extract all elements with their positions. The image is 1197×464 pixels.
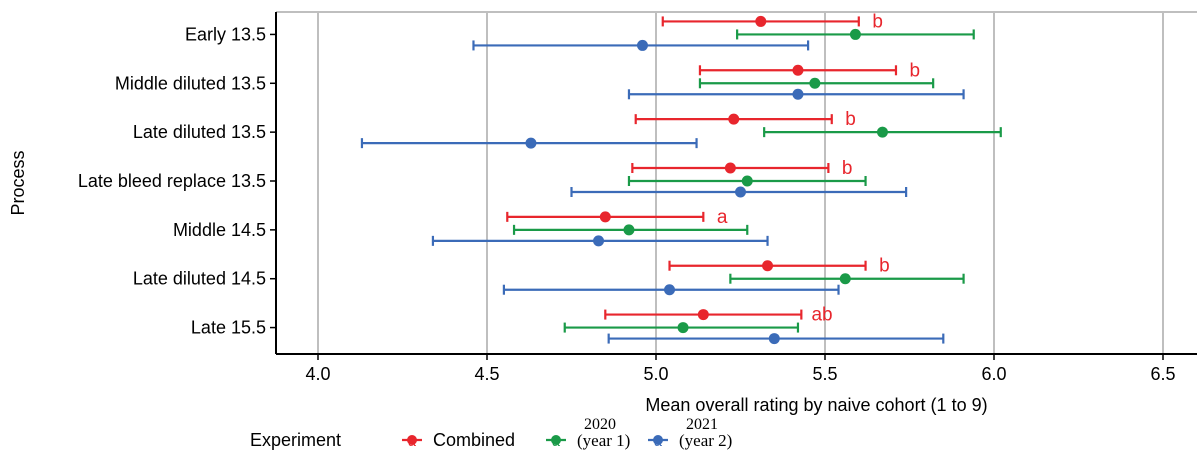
legend-year-2: 2021 — [686, 416, 718, 433]
data-point — [697, 309, 709, 321]
y-axis-label: Process — [8, 150, 28, 215]
x-tick-label: 4.0 — [305, 364, 330, 384]
y-tick-label: Middle 14.5 — [173, 220, 266, 240]
data-point — [677, 322, 689, 334]
errorbar — [627, 88, 965, 100]
errorbar — [634, 113, 833, 125]
significance-letter: b — [879, 256, 890, 277]
legend-key-letter: a — [408, 433, 416, 449]
data-point — [768, 333, 780, 345]
errorbar — [631, 162, 830, 174]
errorbar — [563, 322, 800, 334]
legend-year-1: 2020 — [584, 416, 616, 433]
errorbar — [698, 64, 898, 76]
data-point — [593, 235, 605, 247]
axes: 4.0 4.5 5.0 5.5 6.0 6.5 Early 13.5 Middle dilut… — [78, 12, 1197, 384]
x-tick-label: 4.5 — [474, 364, 499, 384]
errorbar — [604, 309, 803, 321]
data-point — [735, 186, 746, 198]
y-tick-label: Middle diluted 13.5 — [115, 73, 266, 93]
errorbar — [607, 333, 945, 345]
data-point — [728, 113, 740, 125]
errorbar — [512, 224, 749, 236]
errorbar — [502, 284, 840, 296]
data-point — [755, 15, 767, 27]
legend: Experiment 2020 2021 a Combined a (year 1) a… — [250, 416, 732, 450]
errorbar — [431, 235, 769, 247]
legend-key-point — [653, 435, 663, 445]
data-point — [839, 273, 851, 285]
y-tick-label: Late diluted 14.5 — [133, 269, 266, 289]
significance-letter: a — [717, 207, 728, 228]
data-point — [623, 224, 635, 236]
legend-key-letter: a — [552, 433, 560, 449]
data-point — [849, 28, 861, 40]
errorbar — [360, 137, 698, 149]
x-tick-label: 5.5 — [812, 364, 837, 384]
data-point — [525, 137, 537, 149]
data-point — [809, 77, 821, 89]
legend-label: Combined — [433, 430, 515, 450]
x-tick-label: 6.0 — [981, 364, 1006, 384]
data-point — [664, 284, 676, 296]
errorbar — [736, 28, 975, 40]
significance-letter: b — [845, 109, 856, 130]
errorbar — [506, 211, 705, 223]
data-point — [741, 175, 753, 187]
errorbar — [763, 126, 1002, 138]
legend-key-letter: a — [654, 433, 662, 449]
labels: Mean overall rating by naive cohort (1 t… — [8, 150, 988, 415]
data-point — [762, 260, 774, 272]
data-point — [724, 162, 736, 174]
x-tick-label: 6.5 — [1150, 364, 1175, 384]
data-point — [599, 211, 611, 223]
errorbar — [472, 39, 810, 51]
data-point — [876, 126, 888, 138]
errorbar — [661, 15, 860, 27]
legend-label: (year 2) — [679, 431, 732, 450]
legend-key-point — [551, 435, 561, 445]
errorbar — [570, 186, 908, 198]
data-point — [792, 64, 804, 76]
data-point — [636, 39, 648, 51]
grid-lines — [276, 11, 1197, 354]
legend-key-point — [407, 435, 417, 445]
y-tick-label: Late bleed replace 13.5 — [78, 171, 266, 191]
data-point — [792, 88, 804, 100]
significance-letter: b — [910, 60, 921, 81]
errorbar — [698, 77, 935, 89]
significance-letter: ab — [811, 305, 832, 326]
errorbar — [627, 175, 867, 187]
legend-label: (year 1) — [577, 431, 630, 450]
errorbar — [668, 260, 867, 272]
y-tick-label: Late diluted 13.5 — [133, 122, 266, 142]
x-tick-label: 5.0 — [643, 364, 668, 384]
legend-title: Experiment — [250, 430, 341, 450]
errorbar — [729, 273, 965, 285]
y-tick-label: Late 15.5 — [191, 318, 266, 338]
significance-letter: b — [872, 11, 883, 32]
significance-letter: b — [842, 158, 853, 179]
x-axis-label: Mean overall rating by naive cohort (1 t… — [645, 395, 987, 415]
y-tick-label: Early 13.5 — [185, 24, 266, 44]
